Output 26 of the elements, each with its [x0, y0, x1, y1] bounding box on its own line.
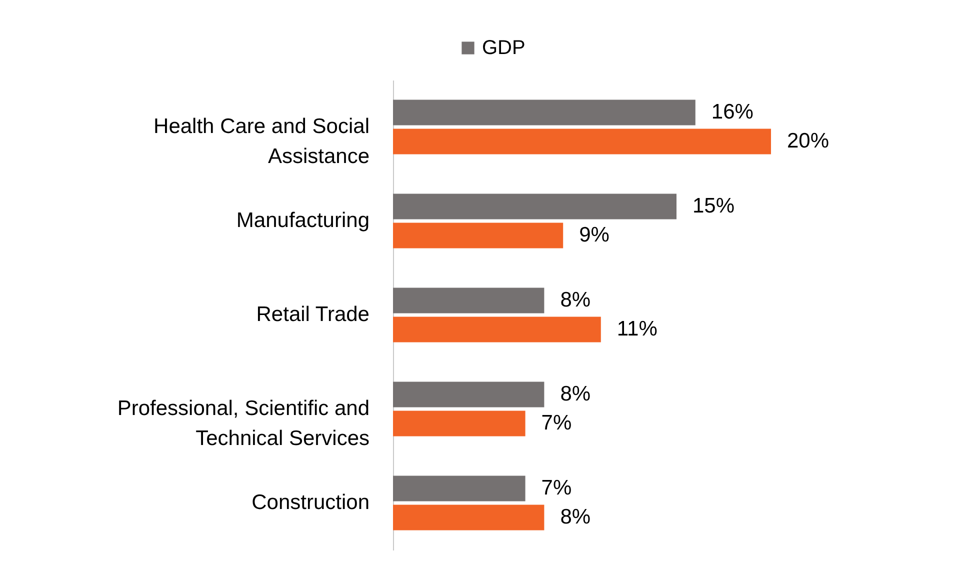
- bar: [393, 288, 544, 314]
- data-label: 15%: [692, 194, 735, 218]
- data-label: 11%: [616, 318, 658, 340]
- data-label: 7%: [541, 476, 572, 500]
- bar: [393, 128, 771, 154]
- y-tick-label: Professional, Scientific and Technical Services: [117, 397, 370, 450]
- y-tick-label: Construction: [252, 491, 370, 514]
- data-label: 8%: [560, 382, 591, 406]
- data-label: 7%: [541, 412, 572, 434]
- bar: [393, 194, 676, 220]
- y-tick-label: Health Care and Social Assistance: [154, 115, 370, 168]
- y-tick-label: Retail Trade: [256, 303, 370, 326]
- bar: [393, 222, 564, 248]
- data-label: 8%: [560, 288, 591, 312]
- bar: [393, 410, 526, 436]
- bar: [393, 382, 544, 408]
- bar: [393, 504, 544, 530]
- data-label: 20%: [787, 130, 830, 152]
- bar: [393, 316, 601, 342]
- bar: [393, 100, 696, 126]
- y-tick-label: Manufacturing: [236, 209, 370, 232]
- bar: [393, 476, 526, 502]
- data-label: 8%: [560, 506, 591, 528]
- data-label: 9%: [579, 224, 610, 246]
- legend-label: GDP: [482, 37, 526, 59]
- data-label: 16%: [711, 100, 754, 124]
